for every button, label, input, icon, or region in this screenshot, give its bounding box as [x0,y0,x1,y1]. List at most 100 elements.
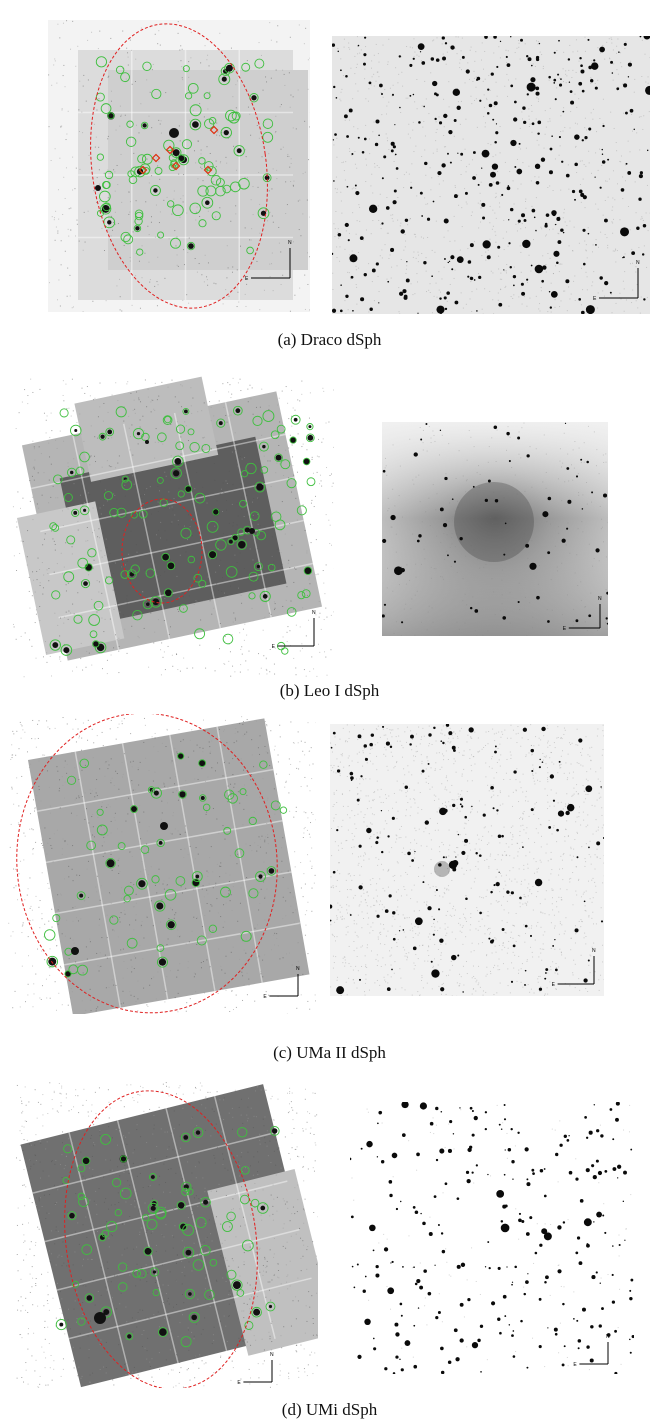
star [428,1231,433,1236]
star [591,491,594,494]
star [548,826,552,829]
star [530,808,534,812]
star [631,1334,634,1339]
star [383,1247,389,1252]
star [590,62,599,70]
star [508,242,511,245]
red-diamond-marker [138,165,148,175]
compass-icon: NE [263,966,300,1000]
compass-north-label: N [606,1334,610,1340]
xray-source-marker [246,246,254,255]
star [339,309,343,313]
xray-source-marker [88,614,101,626]
star [378,1110,383,1115]
xray-source-marker [146,1218,158,1230]
star [336,829,339,832]
star [354,184,357,187]
star [388,894,392,898]
star [467,275,470,278]
star [410,734,414,739]
star [363,53,367,57]
star [350,1215,354,1219]
xray-source-marker [279,806,288,814]
star [493,884,496,887]
xray-source-marker [140,121,149,130]
star [522,846,524,849]
xray-source-marker [105,858,116,869]
star [391,1152,398,1159]
star [433,726,436,730]
star [442,56,447,61]
xray-source-marker [280,459,291,470]
xray-source-marker [118,1262,128,1272]
star [595,244,597,246]
xray-source-marker [240,930,252,942]
star [575,1251,579,1255]
optical-background [350,1102,634,1374]
star [456,105,461,110]
star [638,197,642,201]
star [559,83,563,87]
star [500,1223,510,1233]
red-diamond-marker [209,125,219,135]
star [574,198,576,201]
star [501,193,504,197]
xray-source-marker [177,154,186,163]
xray-source-marker [306,477,316,487]
xray-source-marker [195,1216,207,1229]
xray-source-marker [180,527,192,539]
compass-east-label: E [573,1362,577,1368]
star [469,243,474,248]
xray-source-marker [198,759,207,768]
xray-source-marker [99,190,111,203]
xray-source-marker [120,72,130,83]
star [494,499,499,503]
star [351,153,354,156]
xray-source-marker [81,1244,93,1255]
star [574,928,579,933]
star [439,507,444,512]
star [417,43,425,51]
star [435,58,440,62]
star [618,51,620,53]
xray-source-marker [201,196,214,209]
red-diamond-marker [151,153,161,163]
star [398,291,404,296]
star [646,149,649,152]
star [487,479,491,483]
xray-source-marker [248,571,259,582]
compass-east-label: E [263,994,267,1000]
star [442,741,445,745]
xray-source-marker [215,539,227,551]
xray-source-marker [81,1156,91,1166]
star [525,543,530,548]
star [494,141,497,144]
xray-source-marker [227,538,235,546]
star [382,725,385,728]
star [440,1232,444,1235]
star [346,135,349,138]
star [514,166,517,168]
star [424,820,429,825]
star [551,135,553,137]
star [447,1360,452,1365]
star [495,123,498,125]
xray-source-marker [138,509,148,519]
star [592,1174,597,1180]
star [590,79,594,83]
star [475,1164,478,1167]
star [380,810,383,812]
star [433,1195,437,1198]
star [643,298,646,301]
star [600,786,602,788]
star [591,1275,596,1280]
star [535,229,537,232]
compass-east-label: E [245,276,249,282]
xray-source-marker [175,424,186,434]
star [604,218,608,223]
xray-source-marker [286,607,297,617]
xray-source-marker [200,1196,211,1208]
compass-icon: NE [573,1334,610,1368]
xray-source-marker [269,1126,280,1136]
